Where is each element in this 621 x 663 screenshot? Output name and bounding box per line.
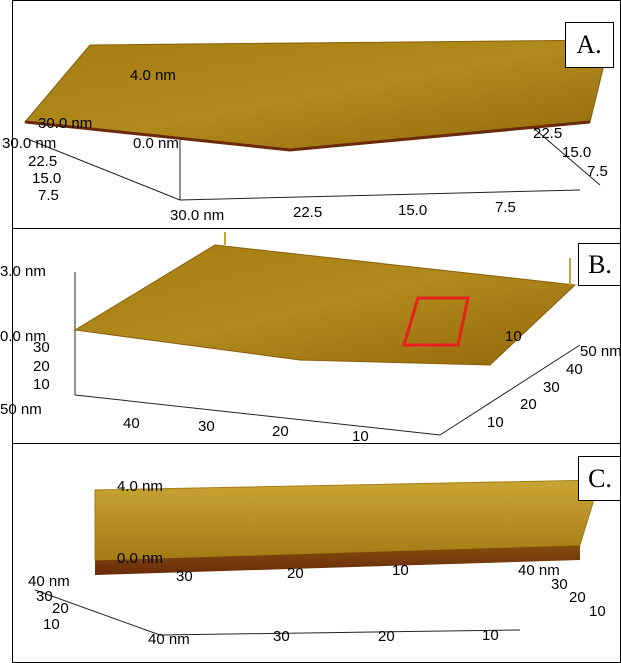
- axis-label: 4.0 nm: [130, 67, 176, 84]
- axis-label: 20: [520, 396, 537, 413]
- axis-label: 15.0: [32, 170, 61, 187]
- axis-label: 30: [551, 576, 568, 593]
- panel-label: A.: [576, 30, 601, 59]
- axis-label: 10: [33, 376, 50, 393]
- axis-label: 22.5: [293, 204, 322, 221]
- axis-label: 30: [33, 339, 50, 356]
- axis-label: 50 nm: [0, 401, 42, 418]
- axis-label: 30: [198, 418, 215, 435]
- axis-label: 7.5: [587, 163, 608, 180]
- axis-label: 20: [569, 589, 586, 606]
- axis-label: 30: [273, 628, 290, 645]
- axis-label: 10: [482, 627, 499, 644]
- axis-label: 30.0 nm: [38, 115, 92, 132]
- panel-label: B.: [588, 250, 612, 279]
- axis-label: 10: [589, 603, 606, 620]
- panel-label: C.: [588, 464, 612, 493]
- axis-label: 10: [505, 328, 522, 345]
- surface: [24, 39, 611, 151]
- axis-label: 3.0 nm: [0, 263, 46, 280]
- axis-label: 20: [287, 565, 304, 582]
- axis-label: 40: [123, 415, 140, 432]
- surface-edge: [24, 120, 591, 152]
- axis-label: 10: [392, 562, 409, 579]
- axis-label: 20: [378, 628, 395, 645]
- axis-label: 4.0 nm: [117, 478, 163, 495]
- axis-label: 30.0 nm: [170, 207, 224, 224]
- axis-label: 15.0: [398, 202, 427, 219]
- axis-label: 20: [33, 358, 50, 375]
- axis-label: 40 nm: [518, 562, 560, 579]
- axis-label: 15.0: [562, 144, 591, 161]
- axis-label: 20: [52, 600, 69, 617]
- axis-label: 50 nm: [580, 343, 621, 360]
- surface: [73, 244, 577, 366]
- axis-label: 10: [352, 428, 369, 445]
- axis-label: 10: [487, 414, 504, 431]
- axis-label: 0.0 nm: [133, 135, 179, 152]
- axis-label: 30.0 nm: [2, 135, 56, 152]
- axis-label: 40: [566, 361, 583, 378]
- axis-label: 10: [43, 616, 60, 633]
- axis-label: 7.5: [38, 187, 59, 204]
- surface: [94, 479, 601, 561]
- axis-label: 30: [176, 568, 193, 585]
- axis-label: 20: [272, 423, 289, 440]
- axis-label: 40 nm: [28, 573, 70, 590]
- panel-a: A. 4.0 nm 30.0 nm 0.0 nm 30.0 nm 22.5 15…: [2, 22, 614, 224]
- axis-label: 7.5: [495, 199, 516, 216]
- axis-label: 22.5: [533, 125, 562, 142]
- axis-label: 30: [543, 379, 560, 396]
- selection-box: [401, 296, 470, 347]
- axis-label: 0.0 nm: [117, 550, 163, 567]
- axis-label: 40 nm: [148, 631, 190, 648]
- axis-label: 30: [36, 588, 53, 605]
- panel-b: B. 3.0 nm 0.0 nm 30 20 10 50 nm 40 30 20…: [0, 232, 621, 445]
- axis-label: 22.5: [28, 153, 57, 170]
- panel-c: C. 4.0 nm 0.0 nm 40 nm 30 20 10 40 nm 30…: [28, 456, 621, 648]
- axis-label: 0.0 nm: [0, 328, 46, 345]
